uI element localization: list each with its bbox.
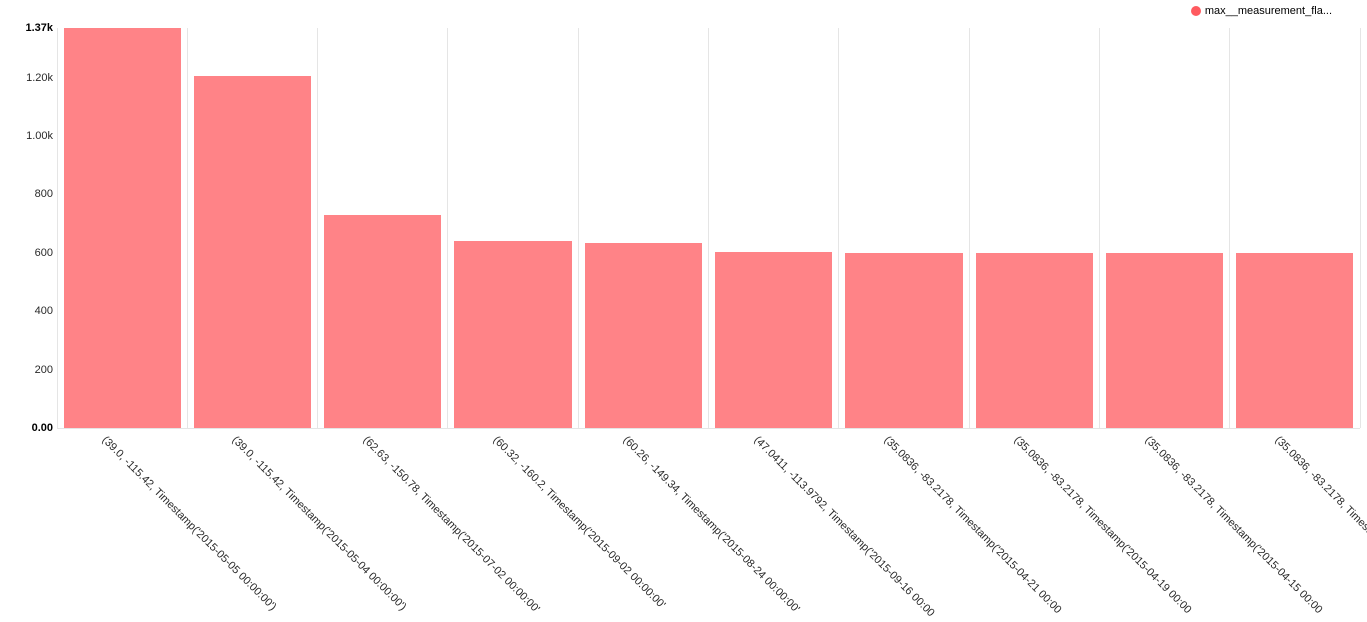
vertical-gridline [968, 28, 970, 428]
x-tick-label: (62.63, -150.78, Timestamp('2015-07-02 0… [360, 434, 542, 616]
y-tick-label: 1.00k [26, 130, 53, 143]
vertical-gridline [708, 28, 709, 428]
y-axis: 0.00 200 400 600 800 1.00k 1.20k 1.37k [0, 0, 53, 622]
y-tick-label: 200 [34, 363, 53, 376]
y-tick-label: 800 [34, 188, 53, 201]
bar[interactable] [454, 240, 572, 428]
bar[interactable] [975, 252, 1093, 428]
vertical-gridline [56, 28, 58, 428]
y-tick-label: 1.20k [26, 71, 53, 84]
bar[interactable] [1236, 253, 1354, 428]
bar[interactable] [193, 76, 312, 428]
vertical-gridline [317, 28, 319, 428]
vertical-gridline [1098, 28, 1100, 428]
legend-swatch-icon [1190, 6, 1201, 16]
vertical-gridline [447, 28, 449, 428]
bar[interactable] [584, 242, 702, 428]
x-tick-label: (35.0836, -83.2178, Timestamp('2015- [1272, 434, 1367, 575]
y-tick-label: 400 [34, 305, 53, 318]
bar[interactable] [63, 28, 181, 428]
vertical-gridline [186, 28, 188, 428]
x-tick-label: (47.0411, -113.9792, Timestamp('2015-09-… [751, 434, 937, 620]
vertical-gridline [1359, 28, 1361, 428]
y-tick-label: 600 [34, 246, 53, 259]
vertical-gridline [577, 28, 579, 428]
vertical-gridline [838, 28, 840, 428]
x-tick-label: (35.0836, -83.2178, Timestamp('2015-04-2… [881, 434, 1064, 617]
legend-item[interactable]: max__measurement_fla... [1190, 5, 1332, 17]
bar[interactable] [715, 251, 833, 428]
bar[interactable] [845, 252, 963, 428]
vertical-gridline [1229, 28, 1231, 428]
x-tick-label: (60.26, -149.34, Timestamp('2015-08-24 0… [620, 434, 803, 616]
x-tick-label: (35.0836, -83.2178, Timestamp('2015-04-1… [1011, 434, 1194, 617]
bar[interactable] [324, 215, 442, 428]
x-tick-label: (39.0, -115.42, Timestamp('2015-05-04 00… [229, 434, 410, 614]
legend-label: max__measurement_fla... [1204, 5, 1332, 17]
x-tick-label: (39.0, -115.42, Timestamp('2015-05-05 00… [99, 434, 279, 614]
x-tick-label: (35.0836, -83.2178, Timestamp('2015-04-1… [1142, 434, 1325, 617]
y-tick-label: 0.00 [31, 422, 53, 434]
plot-area [56, 28, 1361, 429]
bar[interactable] [1105, 252, 1224, 428]
x-tick-label: (60.32, -160.2, Timestamp('2015-09-02 00… [490, 434, 668, 612]
y-tick-label: 1.37k [25, 22, 53, 34]
